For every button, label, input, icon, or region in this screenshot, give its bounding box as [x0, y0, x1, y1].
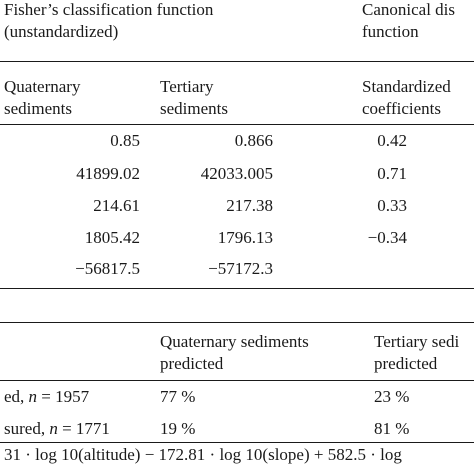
- col-header-standardized-line1: Standardized: [362, 77, 451, 96]
- table1-subheader-rule: [0, 124, 474, 125]
- cell-quaternary-r2: 41899.02: [76, 164, 140, 183]
- table2-top-rule: [0, 322, 474, 323]
- col-header-quaternary-predicted-line1: Quaternary sediments: [160, 332, 309, 351]
- table2-header-rule: [0, 380, 474, 381]
- cell-quaternary-r1: 0.85: [110, 131, 140, 150]
- cell-tertiary-predicted-r1: 23 %: [374, 387, 410, 406]
- group-header-fisher-line1: Fisher’s classification function: [4, 0, 214, 19]
- col-header-tertiary-line1: Tertiary: [160, 77, 214, 96]
- cell-quaternary-predicted-r2: 19 %: [160, 419, 196, 438]
- cell-tertiary-r1: 0.866: [234, 131, 273, 150]
- cell-tertiary-r3: 217.38: [226, 196, 273, 215]
- formula-line: 31 · log 10(altitude) − 172.81 · log 10(…: [4, 445, 402, 464]
- cell-standardized-r2: 0.71: [377, 164, 407, 183]
- cell-tertiary-r5: −57172.3: [208, 259, 273, 278]
- col-header-quaternary-line2: sediments: [4, 99, 72, 118]
- cell-standardized-r1: 0.42: [377, 131, 407, 150]
- cell-quaternary-r5: −56817.5: [75, 259, 140, 278]
- col-header-standardized-line2: coefficients: [362, 99, 441, 118]
- cell-tertiary-r4: 1796.13: [217, 228, 273, 247]
- row-label-r2: sured, n = 1771: [4, 419, 110, 438]
- cell-tertiary-predicted-r2: 81 %: [374, 419, 410, 438]
- table1-header-rule: [0, 61, 474, 62]
- table2-bottom-rule: [0, 442, 474, 443]
- row-label-r1: ed, n = 1957: [4, 387, 90, 406]
- cell-tertiary-r2: 42033.005: [200, 164, 273, 183]
- col-header-tertiary-line2: sediments: [160, 99, 228, 118]
- cell-quaternary-predicted-r1: 77 %: [160, 387, 196, 406]
- group-header-canonical-line1: Canonical dis: [362, 0, 456, 19]
- cell-standardized-r4: −0.34: [367, 228, 407, 247]
- group-header-canonical-line2: function: [362, 22, 419, 41]
- group-header-fisher-line2: (unstandardized): [4, 22, 119, 41]
- cell-standardized-r3: 0.33: [377, 196, 407, 215]
- cell-quaternary-r3: 214.61: [93, 196, 140, 215]
- cell-quaternary-r4: 1805.42: [84, 228, 140, 247]
- table1-bottom-rule: [0, 288, 474, 289]
- col-header-quaternary-line1: Quaternary: [4, 77, 81, 96]
- col-header-quaternary-predicted-line2: predicted: [160, 354, 224, 373]
- col-header-tertiary-predicted-line2: predicted: [374, 354, 438, 373]
- col-header-tertiary-predicted-line1: Tertiary sedi: [374, 332, 460, 351]
